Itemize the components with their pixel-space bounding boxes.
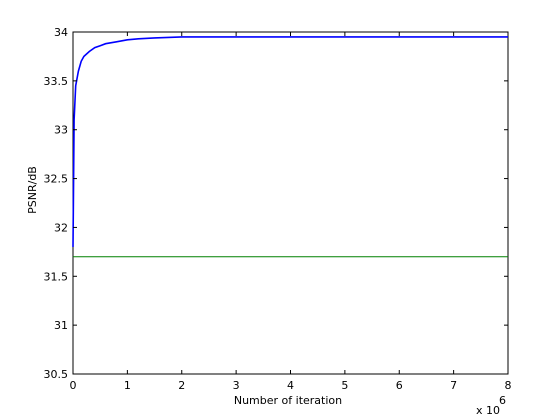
x-tick-label: 7	[450, 379, 457, 392]
y-tick-label: 33.5	[44, 75, 69, 88]
plot-area	[72, 31, 509, 375]
x-tick-label: 6	[396, 379, 403, 392]
y-tick-label: 32	[54, 221, 68, 234]
x-tick-label: 0	[70, 379, 77, 392]
series-layer	[72, 36, 508, 258]
x-axis-label: Number of iteration	[234, 394, 342, 407]
x-tick-label: 1	[124, 379, 131, 392]
y-tick-label: 34	[54, 26, 68, 39]
x-tick-label: 8	[505, 379, 512, 392]
x-tick-label: 5	[341, 379, 348, 392]
x-multiplier-label: x 10	[476, 404, 500, 417]
x-tick-label: 3	[233, 379, 240, 392]
y-tick-label: 33	[54, 124, 68, 137]
y-tick-label: 31.5	[44, 270, 69, 283]
x-multiplier-exponent: 6	[499, 394, 506, 407]
x-tick-label: 4	[287, 379, 294, 392]
y-axis-label: PSNR/dB	[26, 166, 39, 214]
psnr-series-line	[72, 36, 508, 248]
y-tick-label: 30.5	[44, 368, 69, 381]
x-tick-label: 2	[178, 379, 185, 392]
y-tick-label: 32.5	[44, 173, 69, 186]
y-tick-label: 31	[54, 319, 68, 332]
